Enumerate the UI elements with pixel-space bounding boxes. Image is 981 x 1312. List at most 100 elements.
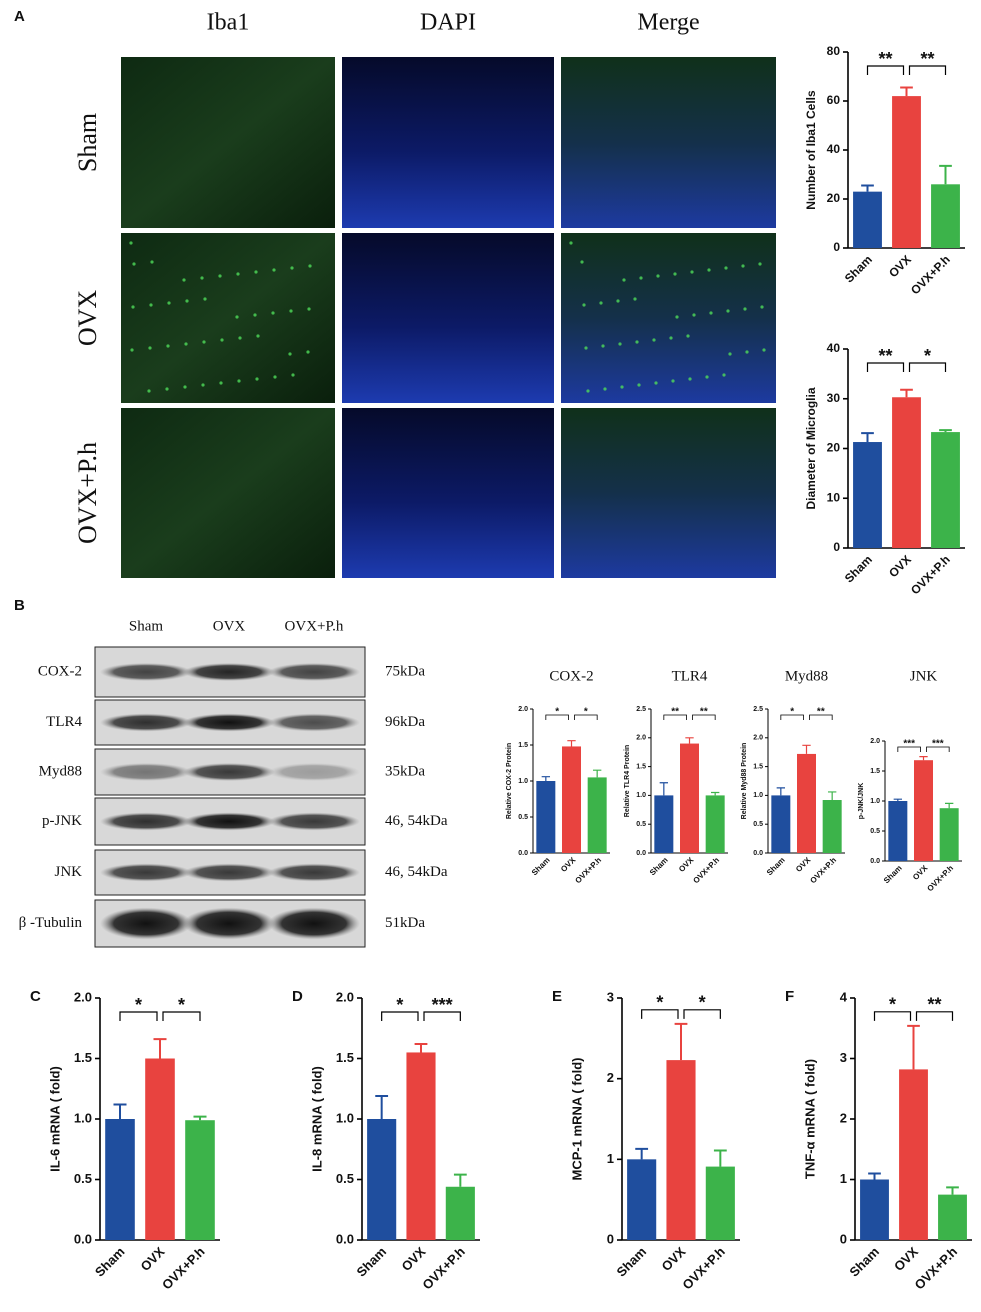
cell-signal — [203, 297, 207, 301]
row-label: OVX — [73, 290, 102, 347]
micrograph — [561, 57, 776, 228]
x-tick-label: Sham — [530, 856, 552, 878]
cell-signal — [728, 352, 732, 356]
significance-bracket — [641, 1009, 679, 1019]
significance-label: * — [135, 995, 142, 1015]
bar — [853, 442, 882, 548]
cell-signal — [692, 313, 696, 317]
cell-signal — [690, 270, 694, 274]
chart-title: JNK — [910, 668, 938, 684]
bar — [666, 1060, 696, 1240]
protein-size: 46, 54kDa — [385, 813, 448, 829]
x-tick-label: OVX+P.h — [925, 863, 955, 893]
y-tick-label: 0.0 — [336, 1231, 354, 1246]
y-tick-label: 80 — [827, 44, 841, 58]
bar — [860, 1179, 889, 1240]
x-tick-label: OVX — [138, 1244, 168, 1274]
bar — [914, 760, 933, 861]
cell-signal — [639, 276, 643, 280]
protein-size: 96kDa — [385, 714, 425, 730]
cell-signal — [237, 379, 241, 383]
significance-bracket — [381, 1011, 419, 1021]
bar — [587, 777, 607, 853]
cell-signal — [255, 377, 259, 381]
error-bar — [946, 1186, 959, 1195]
significance-bracket — [119, 1011, 158, 1021]
y-tick-label: 2.0 — [753, 735, 763, 742]
blot-band — [268, 663, 360, 681]
bar — [939, 808, 959, 861]
error-bar — [685, 737, 694, 744]
significance-label: *** — [903, 739, 915, 750]
cell-signal — [254, 270, 258, 274]
panel-label: F — [785, 988, 794, 1005]
cell-signal — [272, 268, 276, 272]
cell-signal — [633, 297, 637, 301]
y-tick-label: 0.0 — [636, 850, 646, 857]
error-bar — [710, 791, 720, 796]
cell-signal — [637, 383, 641, 387]
cell-signal — [202, 340, 206, 344]
cell-signal — [669, 336, 673, 340]
cell-signal — [707, 268, 711, 272]
error-bar — [375, 1095, 389, 1119]
bar — [797, 753, 816, 853]
x-tick-label: OVX+P.h — [573, 855, 603, 885]
y-tick-label: 2 — [840, 1110, 847, 1125]
y-tick-label: 1.0 — [636, 792, 646, 799]
cell-signal — [131, 305, 135, 309]
y-tick-label: 0.5 — [636, 821, 646, 828]
micrograph — [561, 408, 776, 578]
x-tick-label: OVX — [911, 863, 930, 882]
bar — [899, 1069, 928, 1240]
y-tick-label: 3 — [840, 1050, 847, 1065]
error-bar — [453, 1173, 467, 1187]
error-bar — [944, 802, 954, 809]
y-axis-label: Relative COX-2 Protein — [506, 743, 513, 819]
cell-signal — [616, 299, 620, 303]
lane-label: OVX+P.h — [285, 618, 344, 634]
significance-label: *** — [932, 739, 944, 750]
significance-bracket — [545, 714, 569, 720]
cell-signal — [166, 344, 170, 348]
bar — [445, 1186, 475, 1240]
cell-signal — [308, 264, 312, 268]
x-tick-label: OVX+P.h — [159, 1244, 208, 1293]
blot-band — [100, 907, 192, 940]
error-bar — [635, 1147, 649, 1160]
blot-band — [268, 713, 360, 732]
significance-bracket — [423, 1011, 461, 1021]
significance-label: * — [656, 993, 663, 1013]
y-tick-label: 0 — [833, 540, 840, 554]
x-tick-label: Sham — [842, 252, 875, 285]
y-tick-label: 20 — [827, 441, 841, 455]
y-tick-label: 2.5 — [636, 706, 646, 713]
significance-bracket — [663, 714, 687, 720]
cell-signal — [586, 389, 590, 393]
blot-band — [183, 663, 275, 681]
chart-title: COX-2 — [549, 668, 593, 684]
panel-label: A — [14, 8, 25, 25]
y-tick-label: 1.0 — [518, 778, 528, 785]
y-tick-label: 2.5 — [753, 706, 763, 713]
y-tick-label: 0.0 — [870, 858, 880, 865]
y-tick-label: 0.0 — [74, 1231, 92, 1246]
x-tick-label: Sham — [354, 1244, 390, 1280]
protein-size: 46, 54kDa — [385, 864, 448, 880]
cell-signal — [741, 264, 745, 268]
x-tick-label: OVX — [399, 1244, 429, 1274]
cell-signal — [183, 385, 187, 389]
protein-label: TLR4 — [46, 714, 82, 730]
error-bar — [193, 1115, 207, 1121]
bar — [680, 743, 699, 853]
protein-size: 51kDa — [385, 915, 425, 931]
micrograph — [342, 57, 554, 228]
y-tick-label: 2.0 — [518, 706, 528, 713]
column-label: DAPI — [420, 10, 476, 36]
error-bar — [868, 1172, 881, 1180]
y-axis-label: Relative Myd88 Protein — [741, 743, 748, 820]
y-tick-label: 0.0 — [518, 850, 528, 857]
